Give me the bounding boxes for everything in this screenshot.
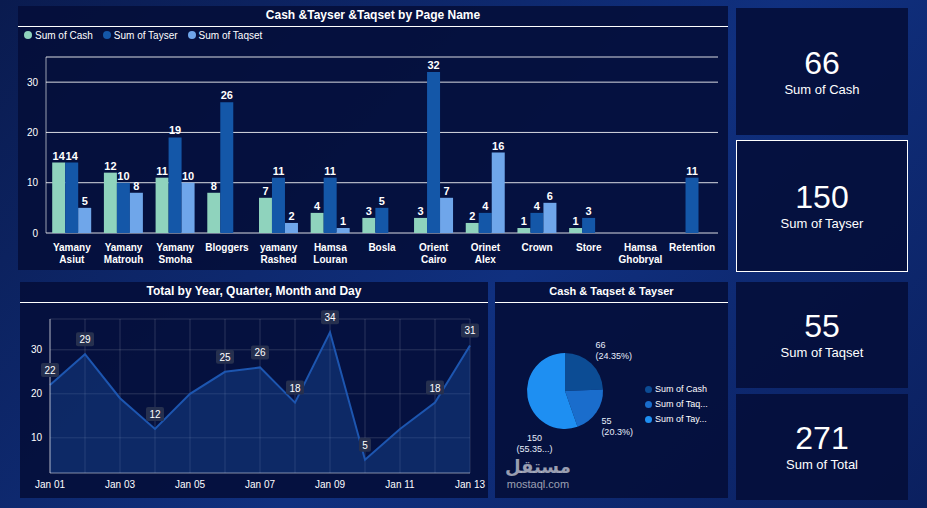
svg-text:YamanyMatrouh: YamanyMatrouh [104,242,143,265]
svg-text:Retention: Retention [669,242,715,253]
html-text:Sum of Taqset: Sum of Taqset [780,345,864,360]
svg-text:19: 19 [169,124,181,136]
svg-text:14: 14 [66,150,79,162]
svg-text:11: 11 [686,165,698,177]
html-text:Cash &Tayser &Taqset by Page N: Cash &Tayser &Taqset by Page Name [265,8,481,22]
svg-text:32: 32 [427,59,439,71]
html-text:Sum of Tay...: Sum of Tay... [655,414,707,424]
svg-text:14: 14 [53,150,66,162]
html-text:مستقل: مستقل [505,457,571,477]
svg-text:55(20.3%): 55(20.3%) [601,416,633,437]
svg-text:7: 7 [443,185,449,197]
svg-text:YamanySmoha: YamanySmoha [156,242,194,265]
svg-text:31: 31 [464,325,476,336]
svg-text:11: 11 [156,165,168,177]
svg-text:0: 0 [32,228,38,239]
svg-text:29: 29 [79,334,91,345]
svg-text:Jan 09: Jan 09 [315,479,345,490]
svg-text:HamsaGhobryal: HamsaGhobryal [619,242,663,265]
svg-text:Crown: Crown [522,242,553,253]
svg-text:OrientCairo: OrientCairo [419,242,449,265]
html-text:Cash & Taqset & Tayser: Cash & Taqset & Tayser [549,285,674,297]
svg-text:30: 30 [27,77,39,88]
html-text:Sum of Cash: Sum of Cash [784,81,860,97]
svg-text:HamsaLouran: HamsaLouran [313,242,347,265]
html-text:271: 271 [795,420,849,456]
html-text:Sum of Tayser: Sum of Tayser [113,29,178,41]
svg-text:22: 22 [44,365,56,376]
svg-text:4: 4 [314,200,321,212]
svg-text:26: 26 [254,347,266,358]
html-text:Sum of Total: Sum of Total [786,457,858,472]
svg-text:5: 5 [379,195,385,207]
svg-text:20: 20 [27,127,39,138]
svg-text:1: 1 [521,215,527,227]
svg-text:10: 10 [117,170,129,182]
svg-text:11: 11 [324,165,336,177]
svg-text:Jan 11: Jan 11 [385,479,415,490]
svg-text:26: 26 [221,89,233,101]
html-text:Sum of Tayser: Sum of Tayser [780,216,864,231]
svg-text:10: 10 [31,432,43,443]
html-text:Total by Year, Quarter, Month: Total by Year, Quarter, Month and Day [146,284,362,298]
svg-text:1: 1 [340,215,346,227]
svg-text:8: 8 [133,180,139,192]
svg-text:3: 3 [417,205,423,217]
svg-text:Jan 07: Jan 07 [245,479,275,490]
svg-text:25: 25 [219,352,231,363]
html-text:55: 55 [804,308,840,344]
html-text:Sum of Cash: Sum of Cash [35,29,93,41]
svg-text:yamanyRashed: yamanyRashed [260,242,298,265]
svg-text:1: 1 [573,215,579,227]
svg-text:Bloggers: Bloggers [205,242,249,253]
svg-text:11: 11 [273,165,285,177]
svg-text:66(24.35%): 66(24.35%) [595,340,632,361]
svg-text:5: 5 [362,440,368,451]
svg-text:4: 4 [482,200,489,212]
svg-text:10: 10 [27,177,39,188]
svg-text:Jan 03: Jan 03 [105,479,135,490]
svg-text:Jan 05: Jan 05 [175,479,205,490]
svg-text:18: 18 [429,383,441,394]
svg-text:20: 20 [31,388,43,399]
svg-text:3: 3 [586,205,592,217]
svg-text:10: 10 [182,170,194,182]
svg-text:18: 18 [289,383,301,394]
svg-text:6: 6 [547,190,553,202]
html-text:150: 150 [795,179,849,215]
svg-text:3: 3 [366,205,372,217]
html-text:66: 66 [804,44,840,81]
svg-text:YamanyAsiut: YamanyAsiut [53,242,91,265]
svg-text:Bosla: Bosla [368,242,396,253]
svg-text:OrinetAlex: OrinetAlex [471,242,501,265]
html-text:Sum of Cash: Sum of Cash [655,384,707,394]
svg-text:30: 30 [31,344,43,355]
html-text:Sum of Taqset: Sum of Taqset [198,29,263,41]
html-text:Sum of Taq...: Sum of Taq... [655,399,708,409]
svg-text:150(55.35...): 150(55.35...) [517,433,553,454]
svg-text:Jan 13: Jan 13 [455,479,485,490]
svg-text:7: 7 [262,185,268,197]
svg-text:34: 34 [324,312,336,323]
svg-text:Jan 01: Jan 01 [35,479,65,490]
svg-text:16: 16 [492,140,504,152]
html-text:mostaql.com: mostaql.com [506,477,570,490]
svg-text:2: 2 [469,210,475,222]
svg-text:4: 4 [534,200,541,212]
svg-text:12: 12 [104,160,116,172]
svg-text:2: 2 [288,210,294,222]
svg-text:5: 5 [82,195,88,207]
svg-text:8: 8 [211,180,217,192]
svg-text:Store: Store [576,242,602,253]
svg-text:12: 12 [149,409,161,420]
